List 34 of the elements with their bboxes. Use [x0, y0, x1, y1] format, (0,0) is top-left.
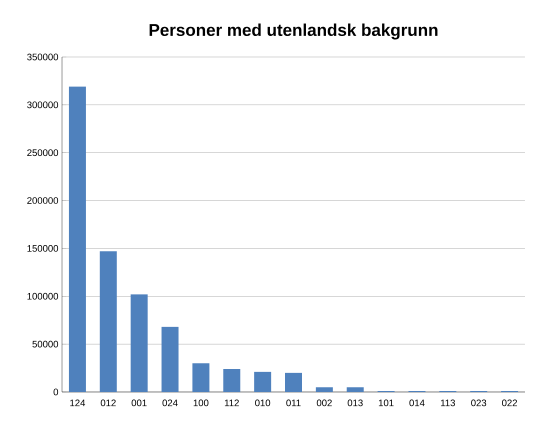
- x-tick-label: 024: [162, 400, 178, 406]
- y-tick-label: 350000: [27, 54, 58, 60]
- y-tick-label: 200000: [27, 197, 58, 204]
- y-tick-label: 150000: [27, 245, 58, 252]
- x-tick-label: 002: [316, 400, 332, 406]
- bar: [316, 387, 333, 392]
- bar: [223, 369, 240, 392]
- x-tick-label: 022: [502, 400, 518, 406]
- y-tick-label: 100000: [27, 292, 58, 300]
- x-tick-label: 112: [224, 400, 239, 406]
- bar: [346, 387, 364, 392]
- x-tick-label: 014: [409, 400, 425, 406]
- y-tick-label: 300000: [27, 101, 58, 108]
- x-tick-label: 012: [100, 400, 116, 406]
- x-tick-label: 023: [471, 400, 486, 406]
- bar: [130, 294, 148, 392]
- x-tick-label: 101: [378, 400, 394, 406]
- x-tick-label: 010: [255, 400, 270, 406]
- x-tick-label: 001: [132, 400, 147, 406]
- x-tick-label: 124: [70, 400, 86, 406]
- chart-title: Personer med utenlandsk bakgrunn: [150, 24, 438, 40]
- bar: [192, 363, 210, 392]
- y-tick-label: 250000: [27, 149, 58, 156]
- y-tick-label: 50000: [32, 340, 58, 348]
- x-tick-label: 013: [348, 400, 363, 406]
- x-tick-label: 100: [194, 400, 208, 406]
- x-tick-label: 113: [440, 400, 455, 406]
- x-tick-label: 011: [286, 400, 301, 406]
- bar: [100, 251, 117, 392]
- y-tick-label: 0: [54, 388, 58, 396]
- bar: [68, 86, 86, 392]
- bar: [162, 326, 179, 392]
- bar: [285, 372, 302, 392]
- bar: [254, 372, 272, 392]
